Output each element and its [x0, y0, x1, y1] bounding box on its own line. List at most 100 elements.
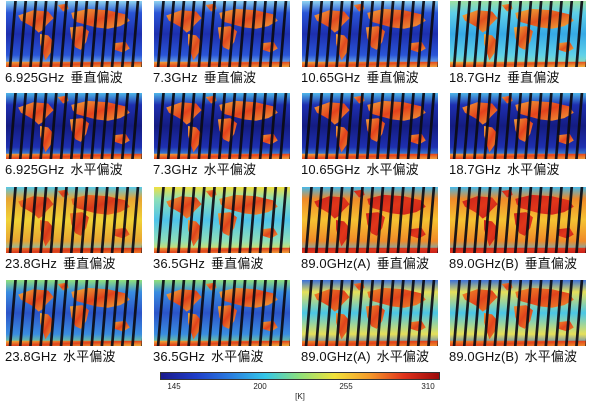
swath-gap — [141, 58, 142, 67]
panel-caption: 89.0GHz(A) 垂直偏波 — [301, 254, 444, 274]
swath-gap — [503, 93, 512, 159]
swath-gap — [386, 187, 395, 253]
swath-gap — [524, 93, 533, 159]
swath-gap — [166, 1, 176, 67]
swath-gap — [39, 93, 48, 159]
swath-gap — [427, 1, 436, 67]
swath-gap — [386, 280, 395, 346]
swath-gap — [141, 150, 142, 159]
swath-gap — [110, 187, 119, 253]
swath-gap — [554, 280, 563, 346]
polarization-label: 垂直偏波 — [366, 71, 419, 86]
swath-gap — [335, 93, 344, 159]
polarization-label: 水平偏波 — [376, 350, 430, 365]
polarization-label: 水平偏波 — [507, 163, 560, 178]
swath-gap — [376, 187, 385, 253]
swath-gap — [462, 280, 472, 346]
frequency-label: 23.8GHz — [5, 256, 58, 271]
frequency-label: 89.0GHz(A) — [301, 256, 371, 271]
swath-gap — [166, 280, 176, 346]
panel: 10.65GHz 垂直偏波 — [296, 0, 444, 93]
swath-gap — [396, 187, 405, 253]
land-area — [557, 41, 574, 53]
frequency-label: 7.3GHz — [153, 70, 198, 85]
frequency-label: 89.0GHz(B) — [449, 256, 519, 271]
panel: 7.3GHz 垂直偏波 — [148, 0, 296, 93]
swath-gap — [406, 280, 415, 346]
brightness-temperature-map — [302, 93, 438, 159]
swath-gap — [575, 187, 584, 253]
swath-gap — [69, 187, 79, 253]
swath-gap — [493, 93, 502, 159]
swath-gap — [207, 1, 216, 67]
swath-gap — [141, 337, 142, 346]
swath-gap — [335, 1, 344, 67]
frequency-label: 18.7GHz — [449, 70, 502, 85]
swath-gap — [238, 1, 247, 67]
swath-gap — [69, 280, 79, 346]
swath-gap — [69, 1, 79, 67]
land-area — [409, 227, 426, 239]
swath-gap — [197, 280, 206, 346]
polarization-label: 水平偏波 — [366, 163, 419, 178]
swath-gap — [314, 187, 324, 253]
polarization-label: 垂直偏波 — [524, 257, 578, 272]
swath-gap — [131, 187, 140, 253]
swath-gap — [376, 280, 385, 346]
panel: 89.0GHz(A) 水平偏波 — [296, 279, 444, 372]
swath-gap — [473, 1, 482, 67]
brightness-temperature-map — [154, 187, 290, 253]
swath-gap — [376, 93, 385, 159]
swath-gap — [503, 280, 512, 346]
swath-gap — [355, 1, 364, 67]
swath-gap — [483, 93, 492, 159]
swath-gap — [493, 280, 502, 346]
swath-gap — [544, 1, 553, 67]
swath-gap — [355, 187, 364, 253]
polarization-label: 垂直偏波 — [63, 257, 116, 272]
panel-caption: 10.65GHz 垂直偏波 — [301, 68, 444, 88]
polarization-label: 垂直偏波 — [507, 71, 560, 86]
swath-gap — [304, 93, 313, 159]
frequency-label: 6.925GHz — [5, 70, 65, 85]
swath-gap — [90, 280, 99, 346]
swath-gap — [8, 1, 17, 67]
swath-gap — [120, 187, 130, 253]
land-area — [261, 227, 278, 239]
brightness-temperature-map — [6, 187, 142, 253]
land-area — [113, 320, 130, 332]
polarization-label: 垂直偏波 — [211, 257, 264, 272]
panel: 18.7GHz 垂直偏波 — [444, 0, 592, 93]
panel-caption: 36.5GHz 水平偏波 — [153, 347, 296, 367]
swath-gap — [268, 187, 278, 253]
swath-gap — [554, 1, 563, 67]
swath-gap — [228, 93, 237, 159]
swath-gap — [248, 93, 257, 159]
swath-gap — [503, 187, 512, 253]
swath-gap — [207, 280, 216, 346]
panel-caption: 18.7GHz 垂直偏波 — [449, 68, 592, 88]
frequency-label: 36.5GHz — [153, 349, 206, 364]
swath-gap — [524, 1, 533, 67]
swath-gap — [524, 280, 533, 346]
swath-gap — [120, 280, 130, 346]
swath-gap — [427, 187, 436, 253]
swath-gap — [416, 93, 426, 159]
colorbar-unit-label: [K] — [295, 392, 305, 401]
brightness-temperature-map — [302, 280, 438, 346]
swath-gap — [462, 1, 472, 67]
panel: 36.5GHz 垂直偏波 — [148, 186, 296, 279]
panel: 23.8GHz 垂直偏波 — [0, 186, 148, 279]
swath-gap — [483, 187, 492, 253]
swath-gap — [564, 187, 574, 253]
frequency-label: 7.3GHz — [153, 162, 198, 177]
swath-gap — [365, 280, 375, 346]
swath-gap — [100, 1, 109, 67]
swath-gap — [80, 280, 89, 346]
swath-gap — [396, 280, 405, 346]
swath-gap — [452, 187, 461, 253]
swath-gap — [564, 1, 574, 67]
swath-gap — [513, 1, 523, 67]
panel-caption: 89.0GHz(B) 水平偏波 — [449, 347, 592, 367]
swath-gap — [258, 93, 267, 159]
